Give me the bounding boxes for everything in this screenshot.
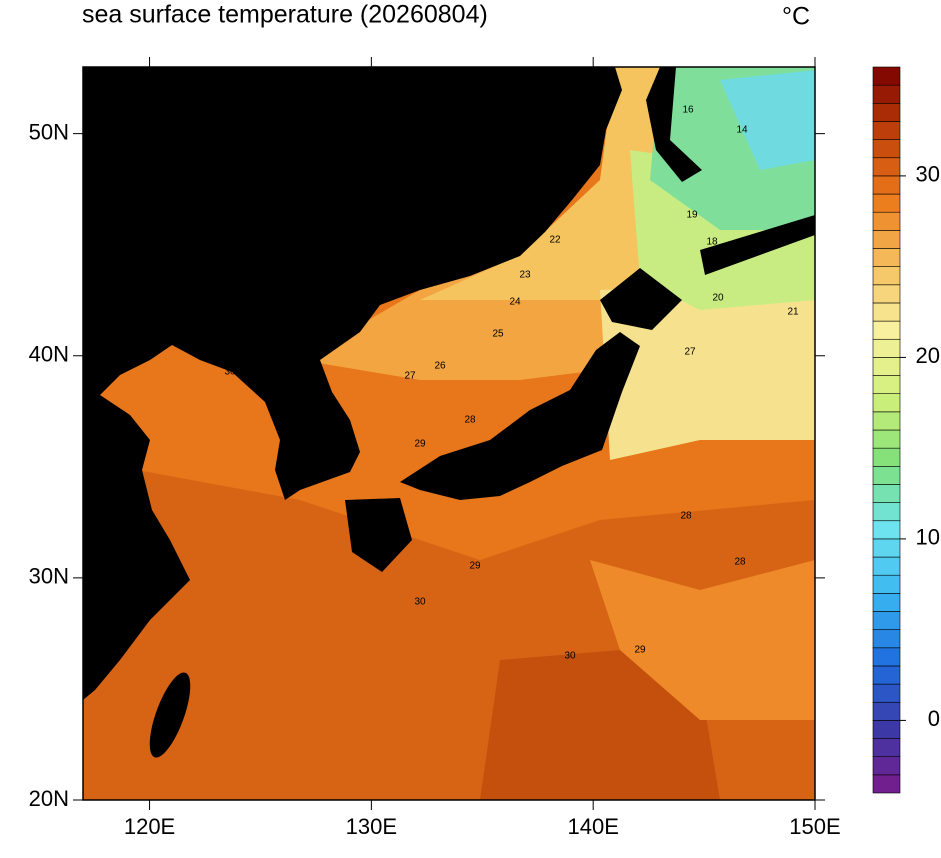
sea-japan-cool: [420, 67, 680, 300]
colorbar-box: [872, 465, 901, 485]
unit: °C: [782, 3, 810, 31]
contour-label: 30: [414, 597, 426, 608]
kuril-islands: [700, 215, 815, 275]
colorbar-box: [872, 338, 901, 358]
colorbar-tick-label: 10: [916, 525, 940, 550]
map-frame: [82, 66, 816, 801]
contour-label: 19: [686, 210, 698, 221]
colorbar-box: [872, 357, 901, 376]
hokkaido: [600, 268, 682, 330]
colorbar-box: [872, 683, 901, 703]
colorbar-box: [872, 320, 901, 340]
contour-label: 14: [736, 125, 748, 136]
colorbar-box: [872, 84, 901, 104]
contour-label: 28: [464, 415, 476, 426]
contour-label: 29: [469, 561, 481, 572]
colorbar-box: [872, 502, 901, 522]
colorbar-box: [872, 175, 901, 195]
colorbar-box: [872, 701, 901, 721]
sea-cool-patch: [590, 560, 815, 720]
colorbar-box: [872, 266, 901, 286]
colorbar-tick-label: 20: [916, 343, 940, 368]
colorbar-box: [872, 157, 901, 177]
sea-japan-north: [300, 67, 700, 380]
y-tick-label: 30N: [29, 564, 69, 589]
x-tick-label: 120E: [124, 814, 175, 839]
honshu: [400, 332, 640, 500]
colorbar-box: [872, 248, 901, 267]
colorbar-box: [872, 647, 901, 667]
colorbar-box: [872, 447, 901, 467]
colorbar-box: [872, 193, 901, 213]
title: sea surface temperature (20260804): [82, 1, 488, 29]
y-tick-label: 20N: [29, 786, 69, 811]
contour-label: 27: [684, 347, 696, 358]
contour-label: 28: [680, 511, 692, 522]
colorbar-box: [872, 756, 901, 776]
x-tick-label: 130E: [346, 814, 397, 839]
contour-label: 21: [787, 307, 799, 318]
asia-mainland: [83, 67, 622, 700]
sakhalin: [646, 67, 702, 182]
contour-label: 16: [682, 105, 694, 116]
colorbar-box: [872, 411, 901, 431]
colorbar-box: [872, 139, 901, 159]
colorbar-box: [872, 556, 901, 576]
kyushu: [345, 498, 412, 572]
colorbar-box: [872, 774, 901, 794]
y-tick-label: 40N: [29, 342, 69, 367]
colorbar-box: [872, 665, 901, 685]
colorbar-tick-label: 30: [916, 162, 940, 187]
contour-label: 20: [712, 293, 724, 304]
sea-warmest: [480, 650, 720, 800]
contour-label: 18: [706, 237, 718, 248]
map-area: [83, 67, 815, 800]
colorbar-box: [872, 302, 901, 322]
colorbar-box: [872, 538, 901, 558]
colorbar-box: [872, 429, 901, 449]
contour-label: 23: [519, 270, 531, 281]
colorbar-box: [872, 230, 901, 249]
x-tick-label: 150E: [789, 814, 840, 839]
colorbar-box: [872, 629, 901, 649]
colorbar-box: [872, 284, 901, 304]
colorbar-box: [872, 121, 901, 140]
colorbar-box: [872, 574, 901, 594]
taiwan: [149, 672, 191, 758]
y-tick-label: 50N: [29, 119, 69, 144]
colorbar-box: [872, 211, 901, 231]
colorbar-box: [872, 593, 901, 612]
colorbar-box: [872, 484, 901, 503]
contour-label: 28: [734, 557, 746, 568]
colorbar-box: [872, 375, 901, 394]
contour-label: 29: [634, 645, 646, 656]
colorbar-box: [872, 66, 901, 86]
colorbar-box: [872, 103, 901, 122]
contour-label: 24: [509, 297, 521, 308]
contour-label: 30: [224, 367, 236, 378]
contour-label: 30: [564, 651, 576, 662]
land: [83, 67, 815, 758]
colorbar-box: [872, 738, 901, 757]
contour-label: 26: [434, 361, 446, 372]
colorbar-box: [872, 520, 901, 540]
contour-label: 25: [492, 329, 504, 340]
colorbar-tick-label: 0: [928, 706, 940, 731]
colorbar-box: [872, 611, 901, 630]
contour-label: 29: [414, 439, 426, 450]
contour-label: 22: [549, 235, 561, 246]
sea-okhotsk-cold: [720, 70, 815, 170]
colorbar-box: [872, 720, 901, 739]
x-tick-label: 140E: [567, 814, 618, 839]
colorbar-box: [872, 393, 901, 413]
contour-label: 27: [404, 371, 416, 382]
